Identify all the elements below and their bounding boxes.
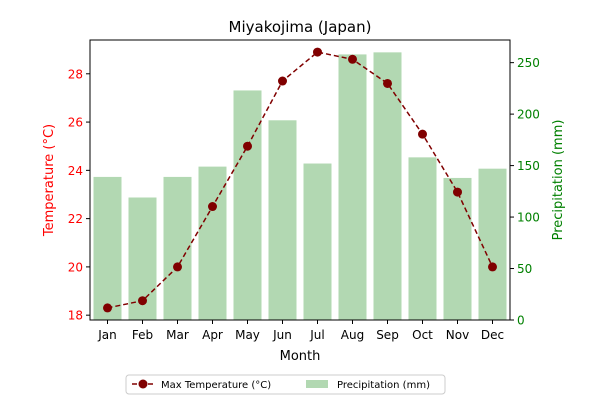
bar-series — [93, 52, 507, 321]
temperature-line — [107, 51, 494, 309]
x-tick-label: Apr — [202, 328, 223, 342]
precipitation-bar-sep — [373, 52, 402, 321]
y-left-tick-label: 24 — [68, 164, 83, 178]
x-tick-label: Feb — [132, 328, 153, 342]
temperature-point-jul — [313, 47, 322, 57]
precipitation-bar-jun — [268, 120, 297, 320]
temperature-point-apr — [208, 202, 217, 212]
x-tick-label: Aug — [341, 328, 364, 342]
x-tick-label: Jul — [309, 328, 324, 342]
precipitation-bar-apr — [198, 166, 227, 320]
x-tick-label: Mar — [166, 328, 189, 342]
precipitation-bar-aug — [338, 54, 367, 320]
precipitation-bar-oct — [408, 157, 437, 320]
temperature-point-jun — [278, 76, 287, 86]
chart-title: Miyakojima (Japan) — [229, 18, 372, 36]
temperature-point-feb — [138, 296, 147, 306]
y-right-tick-label: 100 — [517, 211, 540, 225]
y-left-tick-label: 26 — [68, 116, 83, 130]
x-axis: Jan Feb Mar Apr May Jun Jul Aug Sep Oct Nov Dec — [97, 320, 504, 342]
legend: Max Temperature (°C) Precipitation (mm) — [125, 374, 446, 395]
precipitation-bar-jul — [303, 163, 332, 320]
y-right-tick-label: 150 — [517, 159, 540, 173]
plot-frame — [89, 39, 511, 321]
precipitation-bar-dec — [478, 168, 507, 320]
temperature-point-nov — [453, 187, 462, 197]
x-tick-label: Dec — [481, 328, 504, 342]
precipitation-bar-jan — [93, 176, 122, 320]
precipitation-bar-may — [233, 90, 262, 320]
legend-label-temperature: Max Temperature (°C) — [161, 380, 271, 391]
y-axis-right: 0 50 100 150 200 250 — [510, 56, 540, 328]
legend-bar-swatch — [306, 380, 328, 388]
y-right-tick-label: 250 — [517, 56, 540, 70]
y-right-tick-label: 50 — [517, 262, 532, 276]
y-left-tick-label: 28 — [68, 67, 83, 81]
y-left-tick-label: 18 — [68, 309, 83, 323]
y-axis-left-label: Temperature (°C) — [42, 124, 57, 237]
temperature-point-jan — [103, 303, 112, 313]
temperature-point-aug — [348, 54, 357, 64]
legend-box — [125, 374, 446, 395]
legend-marker — [138, 379, 148, 389]
x-tick-label: Oct — [412, 328, 433, 342]
x-tick-label: Sep — [376, 328, 399, 342]
x-tick-label: Jun — [272, 328, 292, 342]
y-right-tick-label: 200 — [517, 108, 540, 122]
legend-label-precipitation: Precipitation (mm) — [337, 380, 430, 391]
x-tick-label: Jan — [97, 328, 117, 342]
y-axis-left: 18 20 22 24 26 28 — [68, 67, 90, 323]
temperature-point-sep — [383, 78, 392, 88]
x-tick-label: May — [235, 328, 260, 342]
temperature-point-mar — [173, 262, 182, 272]
line-series — [103, 47, 497, 313]
temperature-point-dec — [488, 262, 497, 272]
y-left-tick-label: 22 — [68, 212, 83, 226]
temperature-point-may — [243, 141, 252, 151]
x-tick-label: Nov — [446, 328, 469, 342]
y-right-tick-label: 0 — [517, 314, 525, 328]
x-axis-label: Month — [280, 349, 321, 364]
precipitation-bar-mar — [163, 176, 192, 320]
precipitation-bar-nov — [443, 177, 472, 320]
y-left-tick-label: 20 — [68, 260, 83, 274]
temperature-point-oct — [418, 129, 427, 139]
y-axis-right-label: Precipitation (mm) — [551, 120, 566, 241]
